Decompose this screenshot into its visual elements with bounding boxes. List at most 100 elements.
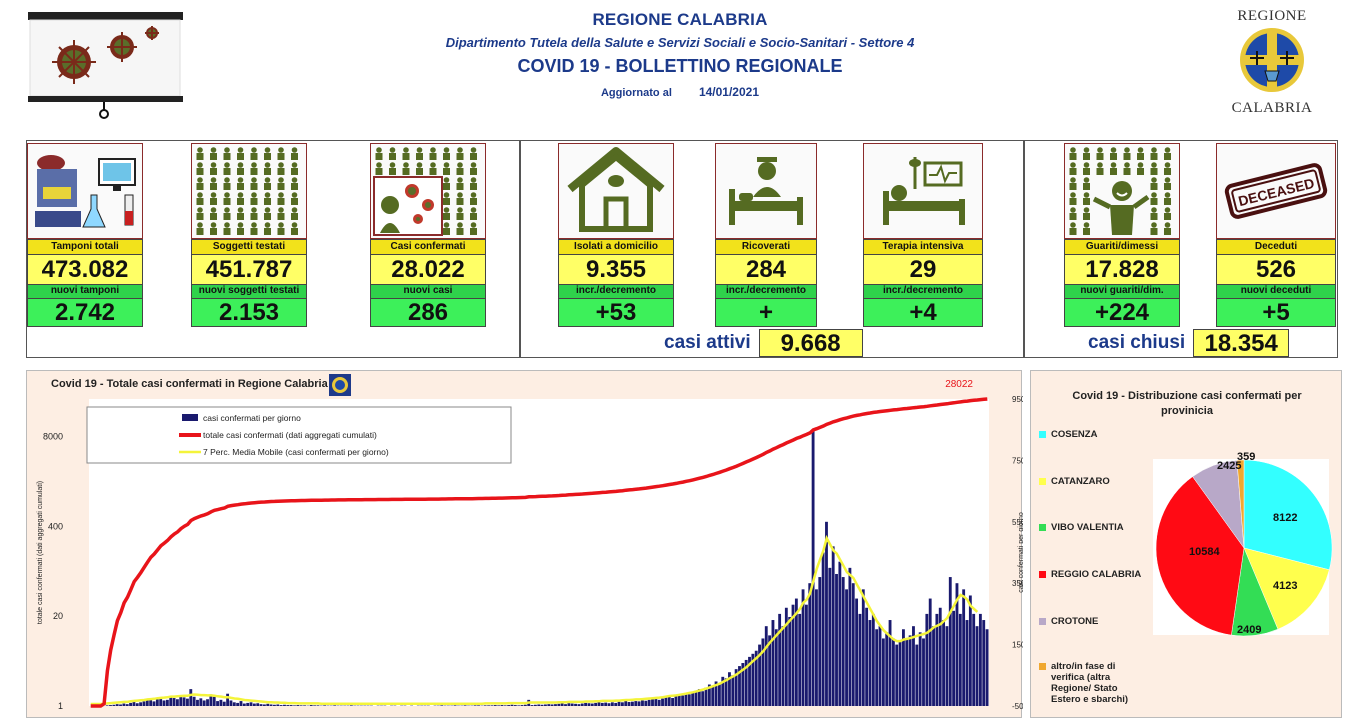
- daily-bar: [487, 705, 490, 706]
- daily-bar: [490, 705, 494, 706]
- right-tick-label: 350: [1012, 579, 1023, 588]
- daily-bar: [935, 613, 939, 706]
- person-figure-icon: [1083, 162, 1090, 175]
- daily-bar: [122, 703, 126, 706]
- daily-bar: [597, 702, 601, 706]
- daily-bar: [624, 699, 628, 706]
- daily-bar: [132, 701, 136, 706]
- daily-bar: [697, 689, 701, 706]
- pie-data-label: 4123: [1273, 580, 1297, 592]
- kpi-soggetti: Soggetti testati 451.787 nuovi soggetti …: [191, 143, 307, 327]
- daily-bar: [851, 583, 855, 706]
- daily-bar: [818, 577, 822, 706]
- daily-bar: [286, 705, 290, 706]
- daily-bar: [246, 702, 250, 706]
- pie-legend-item: COSENZA: [1039, 429, 1097, 440]
- legend-swatch: [182, 414, 198, 421]
- daily-bar: [731, 675, 735, 706]
- person-figure-icon: [277, 192, 285, 205]
- daily-bar: [748, 656, 751, 706]
- person-figure-icon: [1123, 162, 1131, 175]
- kpi-sub-label: nuovi casi: [370, 285, 486, 299]
- daily-bar: [855, 598, 859, 706]
- daily-bar: [252, 703, 256, 706]
- person-figure-icon: [470, 207, 477, 220]
- legend-label: casi confermati per giorno: [203, 413, 301, 423]
- daily-bar: [942, 620, 946, 706]
- daily-bar: [547, 704, 551, 706]
- person-figure-icon: [237, 222, 244, 235]
- daily-bar: [283, 704, 286, 706]
- daily-bar: [523, 704, 527, 706]
- person-figure-icon: [277, 177, 285, 190]
- daily-bar: [962, 589, 966, 706]
- kpi-sub-label: incr./decremento: [558, 285, 674, 299]
- daily-bar: [594, 702, 598, 706]
- person-figure-icon: [456, 207, 464, 220]
- daily-bar: [574, 703, 577, 706]
- daily-bar: [199, 698, 203, 706]
- daily-bar: [677, 695, 681, 706]
- daily-bar: [309, 705, 313, 706]
- daily-bar: [477, 705, 480, 706]
- daily-bar: [955, 583, 959, 706]
- person-figure-icon: [250, 207, 258, 220]
- right-tick-label: -50: [1012, 702, 1023, 711]
- daily-bar: [667, 696, 671, 706]
- daily-bar: [664, 697, 668, 706]
- daily-bar: [657, 699, 661, 706]
- daily-bar: [958, 613, 962, 706]
- daily-bar: [216, 701, 219, 706]
- daily-bar: [513, 705, 517, 706]
- daily-bar: [972, 613, 976, 706]
- person-figure-icon: [210, 162, 217, 175]
- daily-bar: [764, 626, 768, 706]
- daily-bar: [681, 695, 685, 706]
- kpi-value: 9.355: [558, 255, 674, 285]
- person-figure-icon: [237, 207, 244, 220]
- daily-bar: [293, 705, 296, 706]
- closed-cases-summary: casi chiusi 18.354: [1088, 328, 1290, 358]
- person-figure-icon: [375, 147, 383, 160]
- daily-bar: [537, 704, 541, 706]
- kpi-sub-value: 2.153: [191, 299, 307, 327]
- person-figure-icon: [1150, 147, 1158, 160]
- daily-bar: [865, 607, 869, 706]
- kpi-label: Guariti/dimessi: [1064, 239, 1180, 255]
- daily-bar: [985, 629, 989, 706]
- daily-bar: [463, 705, 467, 706]
- closed-cases-value: 18.354: [1193, 329, 1290, 357]
- person-figure-icon: [196, 207, 204, 220]
- daily-bar: [631, 701, 634, 706]
- person-figure-icon: [389, 162, 396, 175]
- daily-bar: [885, 632, 889, 706]
- daily-bar: [878, 626, 882, 706]
- daily-bar: [580, 703, 584, 706]
- legend-label: CROTONE: [1051, 616, 1099, 627]
- left-tick-label: 400: [48, 521, 63, 531]
- deceased-stamp-icon: DECEASED: [1216, 143, 1336, 239]
- person-figure-icon: [1150, 177, 1158, 190]
- person-figure-icon: [416, 162, 423, 175]
- kpi-label: Deceduti: [1216, 239, 1336, 255]
- daily-bar: [724, 678, 728, 706]
- kpi-sub-label: nuovi guariti/dim.: [1064, 285, 1180, 299]
- person-figure-icon: [1123, 147, 1131, 160]
- kpi-label: Isolati a domicilio: [558, 239, 674, 255]
- daily-bar: [905, 638, 909, 706]
- daily-bar: [333, 705, 337, 706]
- kpi-casi: Casi confermati 28.022 nuovi casi 286: [370, 143, 486, 327]
- daily-bar: [269, 704, 273, 706]
- daily-bar: [781, 626, 785, 706]
- pie-data-label: 2409: [1237, 624, 1261, 636]
- kpi-label: Soggetti testati: [191, 239, 307, 255]
- kpi-value: 473.082: [27, 255, 143, 285]
- person-figure-icon: [402, 147, 410, 160]
- daily-bar: [600, 702, 604, 706]
- daily-bar: [142, 701, 146, 706]
- daily-bar: [835, 573, 838, 706]
- pie-slice: [1243, 459, 1333, 571]
- daily-bar: [232, 702, 236, 706]
- daily-bar: [112, 704, 116, 706]
- daily-bar: [768, 635, 772, 706]
